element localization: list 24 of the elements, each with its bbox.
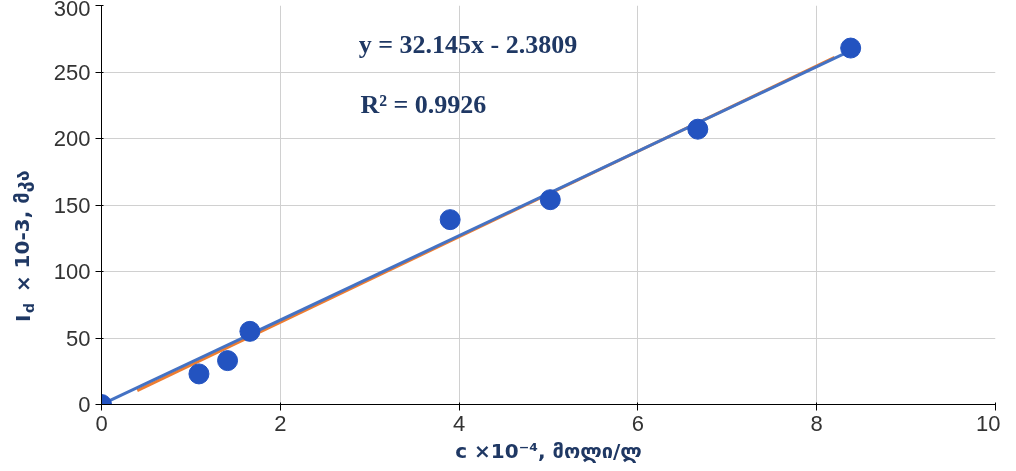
- point: [239, 320, 261, 342]
- annotation: R² = 0.9926: [360, 89, 487, 119]
- annotation: y = 32.145x - 2.3809: [358, 29, 578, 59]
- y-tick-label: 200: [53, 126, 91, 151]
- y-tick-label: 50: [66, 325, 91, 351]
- point: [687, 118, 709, 140]
- x-tick-label: 6: [631, 410, 645, 436]
- x-axis-title: c ×10⁻⁴, მოლი/ლ: [455, 438, 642, 463]
- point: [539, 189, 561, 211]
- y-tick-label: 300: [53, 0, 91, 21]
- point: [217, 350, 239, 372]
- point: [188, 363, 210, 385]
- y-tick-label: 0: [78, 392, 91, 417]
- y-tick-label: 150: [53, 192, 91, 218]
- point: [840, 37, 862, 59]
- x-tick-label: 2: [274, 410, 287, 436]
- y-tick-label: 100: [53, 259, 91, 284]
- point: [439, 209, 461, 231]
- y-tick-label: 250: [53, 59, 91, 85]
- y-axis-title: Id × 10-3, მკა: [10, 170, 37, 323]
- x-tick-label: 0: [95, 410, 108, 436]
- x-tick-label: 4: [452, 410, 466, 436]
- x-tick-label: 10: [976, 410, 1001, 436]
- x-tick-label: 8: [810, 410, 823, 436]
